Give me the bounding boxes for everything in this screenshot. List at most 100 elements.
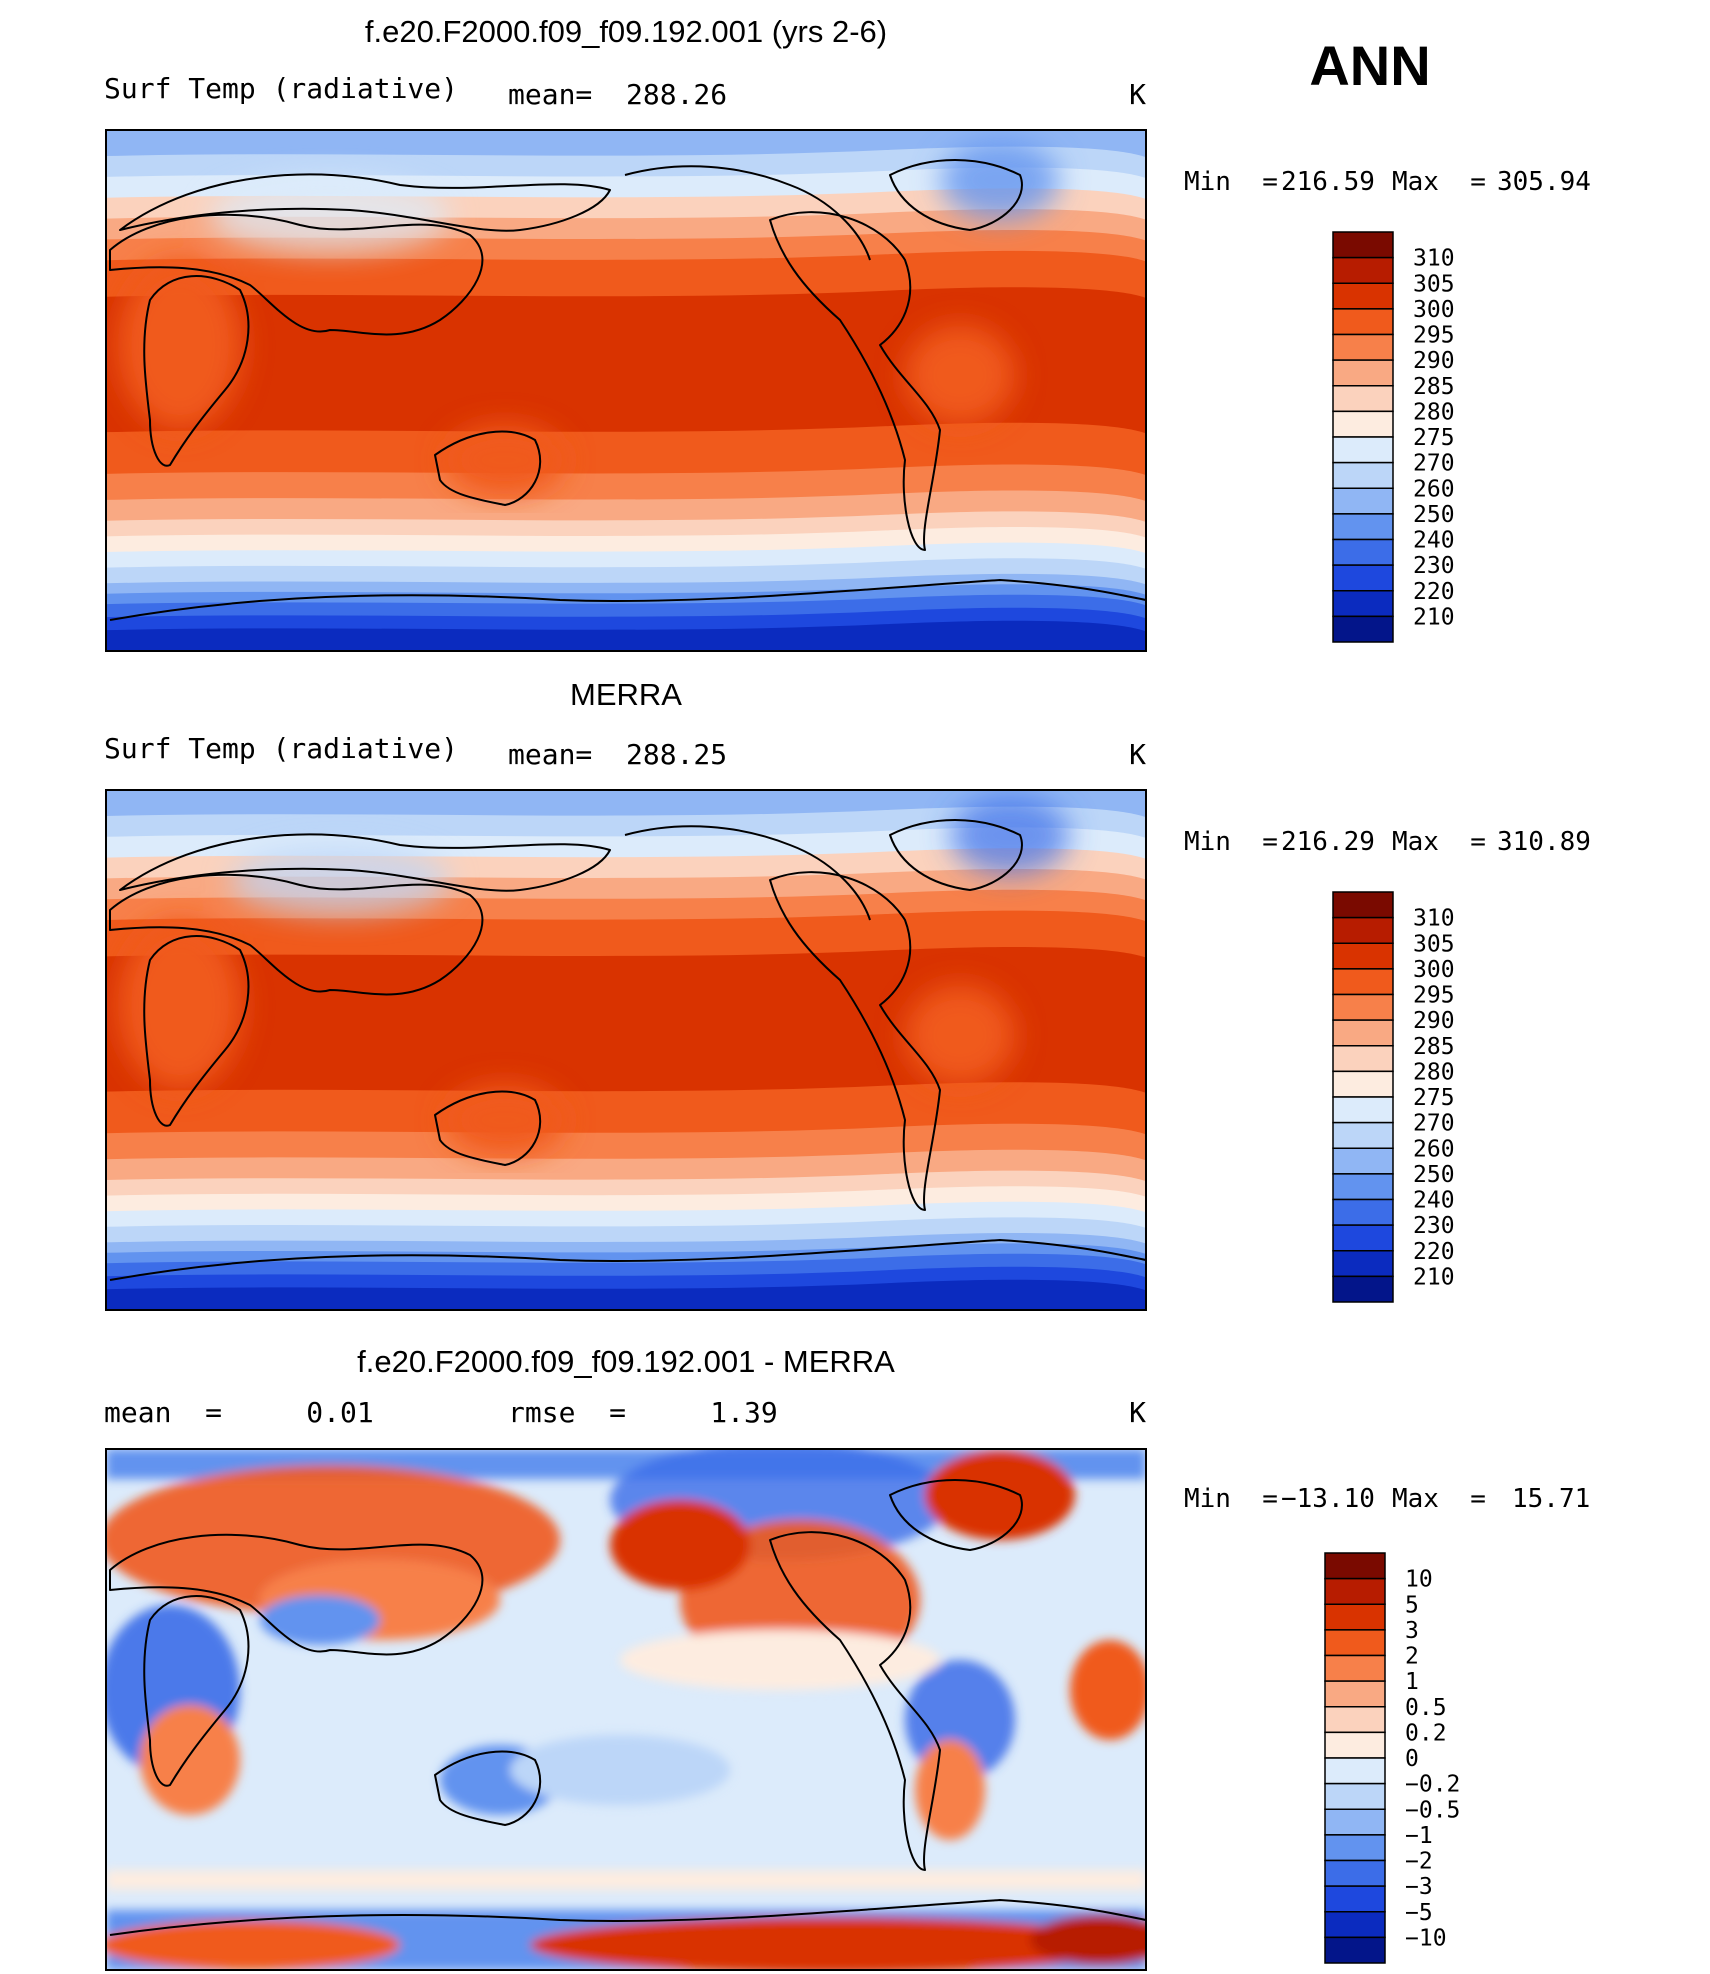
panel-title: f.e20.F2000.f09_f09.192.001 - MERRA	[357, 1344, 895, 1379]
colorbar-swatch	[1332, 410, 1394, 438]
svg-text:216.59: 216.59	[1281, 167, 1375, 197]
colorbar-swatch	[1324, 1577, 1386, 1605]
colorbar-tick-label: −3	[1405, 1874, 1433, 1900]
colorbar-swatch	[1332, 615, 1394, 643]
colorbar-tick-label: 280	[1413, 1059, 1455, 1085]
colorbar-swatch	[1332, 538, 1394, 566]
panel-title: MERRA	[570, 677, 682, 712]
colorbar-swatch	[1324, 1859, 1386, 1887]
colorbar-swatch	[1332, 308, 1394, 336]
panel-model: f.e20.F2000.f09_f09.192.001 (yrs 2-6) Su…	[104, 14, 1591, 652]
colorbar-swatch	[1332, 1019, 1394, 1047]
colorbar-tick-label: 2	[1405, 1644, 1419, 1670]
colorbar-tick-label: −5	[1405, 1900, 1433, 1926]
colorbar-swatch	[1332, 1121, 1394, 1149]
minmax-label: Min = −13.10 Max = 15.71	[1184, 1484, 1590, 1514]
latitude-bands	[106, 130, 1146, 651]
colorbar-swatch	[1324, 1731, 1386, 1759]
temperature-band	[106, 1279, 1146, 1310]
colorbar-swatch	[1332, 993, 1394, 1021]
svg-text:Min =: Min =	[1184, 167, 1278, 197]
colorbar-swatch	[1332, 1224, 1394, 1252]
colorbar-swatch	[1332, 968, 1394, 996]
colorbar-swatch	[1332, 942, 1394, 970]
minmax-label: Min = 216.29 Max = 310.89	[1184, 827, 1591, 857]
units-label: K	[1129, 78, 1146, 111]
temperature-band	[106, 250, 1146, 304]
panel-obs: MERRA Surf Temp (radiative) mean= 288.25…	[104, 677, 1591, 1311]
temperature-map	[106, 790, 1146, 1310]
colorbar-swatch	[1332, 282, 1394, 310]
colorbar-tick-label: 10	[1405, 1567, 1433, 1593]
colorbar-tick-label: 280	[1413, 399, 1455, 425]
season-label: ANN	[1309, 34, 1430, 97]
colorbar-tick-label: 220	[1413, 1239, 1455, 1265]
colorbar-swatch	[1332, 1198, 1394, 1226]
colorbar-tick-label: 1	[1405, 1669, 1419, 1695]
colorbar-tick-label: −10	[1405, 1925, 1447, 1951]
svg-text:Min =: Min =	[1184, 827, 1278, 857]
colorbar-tick-label: 5	[1405, 1592, 1419, 1618]
colorbar-tick-label: −0.2	[1405, 1772, 1460, 1798]
colorbar-tick-label: 210	[1413, 604, 1455, 630]
colorbar-swatch	[1324, 1654, 1386, 1682]
difference-map	[106, 1449, 1146, 1970]
temperature-band	[106, 422, 1146, 481]
coastlines	[109, 159, 1146, 621]
colorbar-swatch	[1324, 1680, 1386, 1708]
mean-label: mean= 288.26	[508, 78, 727, 111]
colorbar-tick-label: 305	[1413, 271, 1455, 297]
svg-text:305.94: 305.94	[1497, 167, 1591, 197]
colorbar-swatch	[1332, 487, 1394, 515]
colorbar-tick-label: 3	[1405, 1618, 1419, 1644]
units-label: K	[1129, 1396, 1146, 1429]
colorbar-swatch	[1332, 1045, 1394, 1073]
colorbar-swatch	[1332, 1070, 1394, 1098]
colorbar-swatch	[1332, 891, 1394, 919]
land-shading	[118, 795, 1070, 1155]
colorbar-swatch	[1332, 256, 1394, 284]
colorbar-tick-label: 290	[1413, 348, 1455, 374]
map-frame	[105, 1448, 1147, 1971]
colorbar-swatch	[1324, 1834, 1386, 1862]
svg-text:Max =: Max =	[1392, 1484, 1486, 1514]
temperature-band	[106, 287, 1146, 440]
colorbar-swatch	[1332, 513, 1394, 541]
colorbar-tick-label: 305	[1413, 931, 1455, 957]
colorbar-tick-label: 310	[1413, 246, 1455, 272]
coastlines	[109, 819, 1146, 1281]
colorbar-swatch	[1324, 1706, 1386, 1734]
colorbar: 3103053002952902852802752702602502402302…	[1332, 891, 1455, 1303]
temperature-band	[106, 946, 1146, 1099]
colorbar-swatch	[1332, 231, 1394, 259]
colorbar-tick-label: 285	[1413, 374, 1455, 400]
colorbar-tick-label: −2	[1405, 1849, 1433, 1875]
colorbar-swatch	[1324, 1885, 1386, 1913]
colorbar-swatch	[1324, 1911, 1386, 1939]
colorbar-tick-label: 300	[1413, 957, 1455, 983]
colorbar-tick-label: 240	[1413, 1188, 1455, 1214]
minmax-label: Min = 216.59 Max = 305.94	[1184, 167, 1591, 197]
mean-label: mean= 288.25	[508, 738, 727, 771]
variable-label: Surf Temp (radiative)	[104, 732, 458, 765]
mean-label: mean = 0.01	[104, 1396, 374, 1429]
colorbar-tick-label: 230	[1413, 1213, 1455, 1239]
units-label: K	[1129, 738, 1146, 771]
colorbar-tick-label: 295	[1413, 983, 1455, 1009]
colorbar-tick-label: 260	[1413, 476, 1455, 502]
colorbar-swatch	[1324, 1757, 1386, 1785]
colorbar-tick-label: 220	[1413, 579, 1455, 605]
colorbar-swatch	[1324, 1782, 1386, 1810]
map-frame	[105, 129, 1147, 652]
svg-text:310.89: 310.89	[1497, 827, 1591, 857]
colorbar-swatch	[1332, 333, 1394, 361]
colorbar-swatch	[1332, 590, 1394, 618]
colorbar-swatch	[1324, 1603, 1386, 1631]
temperature-band	[106, 620, 1146, 651]
colorbar-swatch	[1332, 1173, 1394, 1201]
latitude-bands	[106, 790, 1146, 1310]
coastlines	[109, 1479, 1146, 1936]
colorbar-tick-label: 275	[1413, 1085, 1455, 1111]
